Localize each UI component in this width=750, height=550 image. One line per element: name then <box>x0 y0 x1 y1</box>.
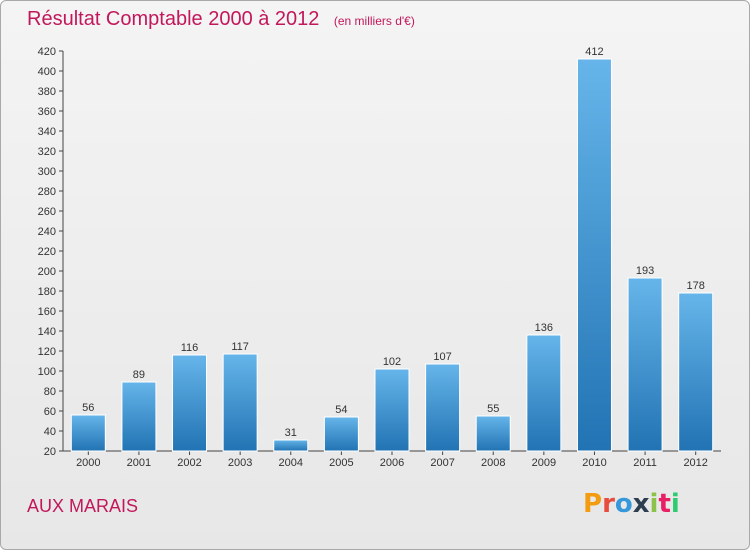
city-name: AUX MARAIS <box>27 496 139 516</box>
y-tick-label: 420 <box>38 46 56 58</box>
chart-title-main: Résultat Comptable 2000 à 2012 <box>27 8 320 30</box>
bar-2003 <box>222 353 258 452</box>
bar-value-label: 193 <box>636 265 654 277</box>
bar-value-label: 54 <box>335 404 347 416</box>
y-tick-label: 240 <box>38 226 56 238</box>
logo-letter: i <box>670 489 680 519</box>
bar-2006 <box>374 368 410 452</box>
logo-letter: r <box>602 489 615 519</box>
x-tick-label: 2001 <box>127 457 151 469</box>
y-tick-label: 100 <box>38 366 56 378</box>
x-tick-label: 2012 <box>683 457 707 469</box>
y-tick-label: 20 <box>44 446 56 458</box>
chart-bars: 56 89 116 117 31 54 102 107 55 136 412 193 178 <box>70 46 714 452</box>
bar-2009 <box>526 334 562 452</box>
y-tick-label: 160 <box>38 306 56 318</box>
bar-2012 <box>678 292 714 452</box>
bar-value-label: 102 <box>383 356 401 368</box>
bar-value-label: 412 <box>585 46 603 58</box>
bar-value-label: 178 <box>687 280 705 292</box>
bar-value-label: 107 <box>433 351 451 363</box>
x-tick-label: 2009 <box>532 457 556 469</box>
y-tick-label: 140 <box>38 326 56 338</box>
bar-2000 <box>70 414 106 452</box>
bar-value-label: 136 <box>535 322 553 334</box>
bar-value-label: 117 <box>231 341 249 353</box>
proxiti-logo: Proxiti <box>583 489 680 519</box>
bar-value-label: 89 <box>133 369 145 381</box>
chart-title: Résultat Comptable 2000 à 2012 (en milli… <box>27 8 415 31</box>
bar-2010 <box>576 58 612 452</box>
x-tick-label: 2010 <box>582 457 606 469</box>
y-tick-label: 320 <box>38 146 56 158</box>
x-tick-label: 2000 <box>76 457 100 469</box>
x-tick-label: 2004 <box>279 457 303 469</box>
y-tick-label: 400 <box>38 66 56 78</box>
y-tick-label: 80 <box>44 386 56 398</box>
y-tick-label: 300 <box>38 166 56 178</box>
x-tick-label: 2005 <box>329 457 353 469</box>
y-tick-label: 220 <box>38 246 56 258</box>
bar-2004 <box>273 439 309 452</box>
logo-letter: P <box>583 489 603 519</box>
y-tick-label: 120 <box>38 346 56 358</box>
logo-letter: o <box>614 489 633 519</box>
x-tick-label: 2011 <box>633 457 657 469</box>
chart-subtitle: (en milliers d'€) <box>333 14 415 28</box>
bar-2011 <box>627 277 663 452</box>
bar-2005 <box>323 416 359 452</box>
y-tick-label: 380 <box>38 86 56 98</box>
y-tick-label: 280 <box>38 186 56 198</box>
logo-letter: x <box>632 489 650 519</box>
x-tick-label: 2003 <box>228 457 252 469</box>
x-tick-label: 2002 <box>177 457 201 469</box>
bar-value-label: 116 <box>181 342 199 354</box>
bar-value-label: 56 <box>82 402 94 414</box>
bar-value-label: 31 <box>285 427 297 439</box>
bar-2008 <box>475 415 511 452</box>
bar-2007 <box>425 363 461 452</box>
x-tick-label: 2007 <box>430 457 454 469</box>
x-tick-label: 2006 <box>380 457 404 469</box>
logo-letter: t <box>658 489 671 519</box>
bar-2001 <box>121 381 157 452</box>
y-tick-label: 260 <box>38 206 56 218</box>
y-tick-label: 360 <box>38 106 56 118</box>
y-tick-label: 340 <box>38 126 56 138</box>
y-tick-label: 200 <box>38 266 56 278</box>
bar-value-label: 55 <box>487 403 499 415</box>
x-tick-label: 2008 <box>481 457 505 469</box>
logo-letter: i <box>649 489 659 519</box>
y-tick-label: 60 <box>44 406 56 418</box>
bar-2002 <box>172 354 208 452</box>
y-tick-label: 40 <box>44 426 56 438</box>
y-tick-label: 180 <box>38 286 56 298</box>
